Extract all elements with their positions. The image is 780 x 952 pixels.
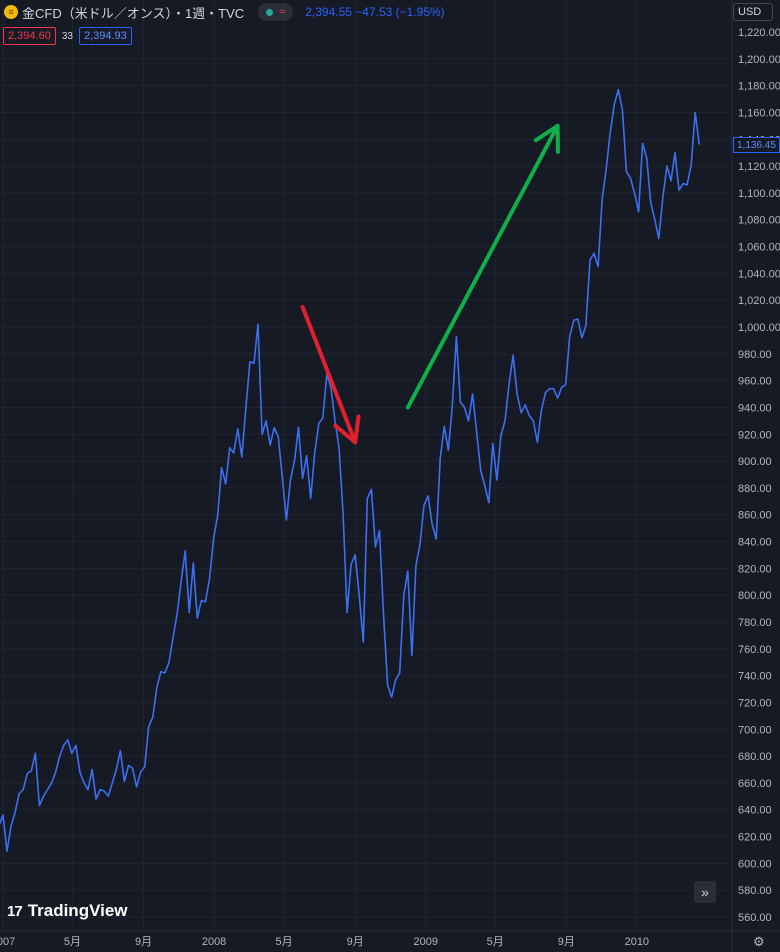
y-tick-label: 1,000.00: [738, 322, 780, 334]
y-tick-label: 900.00: [738, 456, 772, 468]
y-tick-label: 920.00: [738, 429, 772, 441]
y-tick-label: 620.00: [738, 832, 772, 844]
market-status-pill[interactable]: ≈: [258, 3, 294, 21]
price-line-series[interactable]: [0, 88, 701, 853]
y-tick-label: 640.00: [738, 805, 772, 817]
x-tick-label: 2010: [625, 936, 649, 948]
y-tick-label: 700.00: [738, 724, 772, 736]
x-tick-label: 9月: [347, 936, 364, 948]
tradingview-logo-icon: 17: [7, 902, 23, 920]
x-tick-label: 2008: [202, 936, 226, 948]
scroll-to-realtime-button[interactable]: »: [694, 881, 716, 903]
time-axis: 2007 5月 9月 2008 5月 9月 2009 5月 9月 2010: [0, 930, 780, 948]
y-tick-label: 740.00: [738, 671, 772, 683]
y-tick-label: 800.00: [738, 590, 772, 602]
y-tick-label: 780.00: [738, 617, 772, 629]
y-tick-label: 720.00: [738, 697, 772, 709]
buy-price-button[interactable]: 2,394.93: [78, 27, 132, 45]
currency-selector[interactable]: USD: [733, 3, 773, 21]
y-tick-label: 940.00: [738, 402, 772, 414]
y-tick-label: 820.00: [738, 563, 772, 575]
y-tick-label: 1,080.00: [738, 215, 780, 227]
quote-row: 2,394.60 33 2,394.93: [3, 27, 132, 45]
y-tick-label: 1,040.00: [738, 268, 780, 280]
y-tick-label: 1,220.00: [738, 27, 780, 39]
x-tick-label: 5月: [275, 936, 292, 948]
y-tick-label: 580.00: [738, 885, 772, 897]
series-layer: [0, 88, 701, 853]
y-tick-label: 600.00: [738, 858, 772, 870]
spread-value: 33: [61, 30, 73, 42]
annotation-layer: [300, 123, 560, 445]
tradingview-logo-text: TradingView: [27, 901, 128, 920]
tradingview-logo[interactable]: 17 TradingView: [7, 901, 128, 921]
x-tick-label: 2007: [0, 936, 15, 948]
y-tick-label: 1,200.00: [738, 54, 780, 66]
gold-coin-icon: ≡: [4, 5, 18, 19]
y-tick-label: 1,100.00: [738, 188, 780, 200]
x-tick-label: 9月: [135, 936, 152, 948]
y-tick-label: 1,120.00: [738, 161, 780, 173]
price-change-readout: 2,394.55 −47.53 (−1.95%): [305, 5, 445, 19]
chart-header: ≡ 金CFD（米ドル／オンス）・1週・TVC ≈ 2,394.55 −47.53…: [0, 2, 445, 22]
y-tick-label: 880.00: [738, 483, 772, 495]
y-tick-label: 860.00: [738, 510, 772, 522]
delayed-data-icon: ≈: [279, 6, 286, 18]
last-price-label: 1,136.45: [733, 137, 780, 153]
y-tick-label: 660.00: [738, 778, 772, 790]
y-tick-label: 560.00: [738, 912, 772, 924]
market-open-icon: [266, 8, 274, 16]
down-trend-arrow[interactable]: [300, 304, 361, 445]
y-tick-label: 960.00: [738, 376, 772, 388]
y-tick-label: 680.00: [738, 751, 772, 763]
settings-gear-icon[interactable]: ⚙: [753, 934, 765, 949]
y-tick-label: 1,180.00: [738, 81, 780, 93]
y-tick-label: 1,160.00: [738, 107, 780, 119]
x-tick-label: 9月: [558, 936, 575, 948]
y-tick-label: 760.00: [738, 644, 772, 656]
symbol-title[interactable]: 金CFD（米ドル／オンス）・1週・TVC: [22, 5, 245, 21]
y-tick-label: 980.00: [738, 349, 772, 361]
x-tick-label: 5月: [64, 936, 81, 948]
x-tick-label: 2009: [414, 936, 438, 948]
sell-price-button[interactable]: 2,394.60: [3, 27, 56, 45]
y-tick-label: 1,020.00: [738, 295, 780, 307]
x-tick-label: 5月: [487, 936, 504, 948]
y-tick-label: 1,060.00: [738, 242, 780, 254]
y-tick-label: 840.00: [738, 537, 772, 549]
up-trend-arrow[interactable]: [405, 123, 560, 410]
